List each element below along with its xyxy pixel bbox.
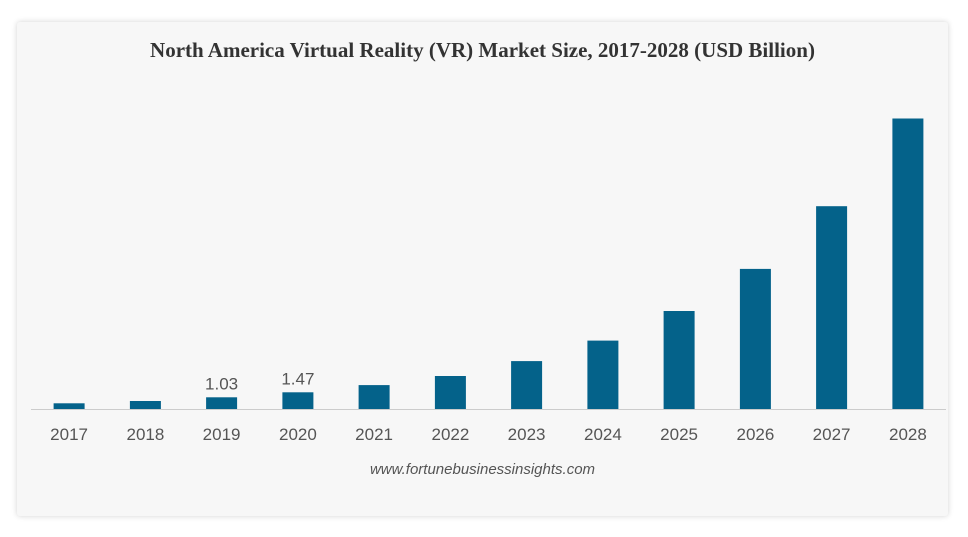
- bar-2028: [892, 118, 924, 409]
- x-tick-label: 2028: [889, 425, 927, 444]
- x-tick-label: 2019: [203, 425, 241, 444]
- bar-2018: [129, 401, 161, 409]
- source-credit: www.fortunebusinessinsights.com: [369, 461, 596, 478]
- bar-2017: [53, 403, 85, 409]
- x-tick-label: 2023: [508, 425, 546, 444]
- bar-chart: 2017 2018 2019 2020 2021 2022 2023 2024 2025 2026…: [31, 118, 946, 444]
- bar-2024: [587, 340, 619, 409]
- bar-2023: [511, 361, 543, 409]
- data-label-2019: 1.03: [205, 374, 238, 393]
- data-labels: 1.03 1.47: [205, 369, 314, 393]
- chart-card: North America Virtual Reality (VR) Marke…: [17, 22, 948, 516]
- bar-2026: [739, 268, 771, 409]
- bar-2027: [816, 206, 848, 409]
- bar-2020: [282, 392, 314, 409]
- chart-title: North America Virtual Reality (VR) Marke…: [150, 38, 815, 62]
- x-tick-label: 2025: [660, 425, 698, 444]
- x-axis-ticks: 2017 2018 2019 2020 2021 2022 2023 2024 2025 2026…: [50, 425, 927, 444]
- x-tick-label: 2024: [584, 425, 622, 444]
- x-tick-label: 2020: [279, 425, 317, 444]
- bar-2019: [206, 397, 238, 409]
- bar-2021: [358, 385, 390, 409]
- bar-2022: [434, 376, 466, 409]
- x-tick-label: 2026: [736, 425, 774, 444]
- x-tick-label: 2022: [431, 425, 469, 444]
- x-tick-label: 2017: [50, 425, 88, 444]
- bar-2025: [663, 311, 695, 409]
- x-tick-label: 2018: [126, 425, 164, 444]
- x-tick-label: 2021: [355, 425, 393, 444]
- data-label-2020: 1.47: [281, 369, 314, 388]
- bars-group: [53, 118, 924, 409]
- x-tick-label: 2027: [813, 425, 851, 444]
